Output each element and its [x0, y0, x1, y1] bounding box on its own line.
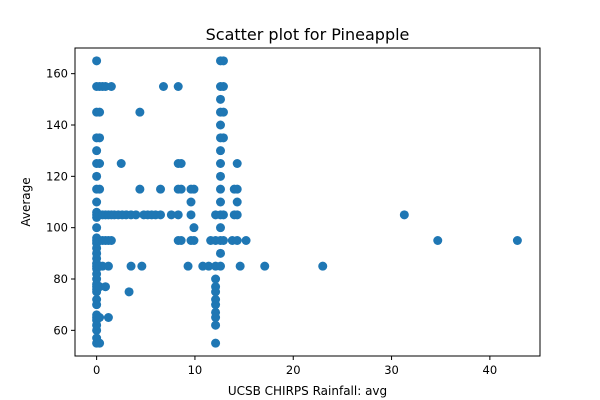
data-point: [173, 82, 183, 91]
data-point: [95, 133, 105, 143]
data-point: [92, 56, 102, 66]
data-point: [92, 295, 102, 305]
y-tick-label: 160: [46, 67, 68, 81]
data-point: [216, 146, 225, 156]
y-tick-label: 120: [46, 169, 68, 183]
data-point: [92, 223, 102, 233]
data-point: [204, 261, 214, 271]
data-point: [232, 210, 242, 220]
data-point: [189, 223, 199, 233]
data-point: [216, 171, 225, 181]
data-point: [158, 82, 168, 91]
data-point: [186, 210, 196, 220]
data-point: [176, 236, 186, 245]
data-point: [216, 159, 225, 168]
y-tick-label: 140: [46, 118, 68, 132]
data-point: [235, 261, 245, 271]
data-point: [232, 159, 242, 168]
data-point: [176, 159, 186, 168]
data-point: [137, 261, 147, 271]
y-axis: 60 80 100 120 140 160: [46, 67, 75, 337]
data-point: [216, 197, 225, 207]
data-point: [106, 236, 116, 245]
data-point: [135, 107, 145, 117]
x-tick-label: 20: [286, 363, 301, 377]
data-point: [95, 184, 105, 194]
data-point: [116, 159, 126, 168]
x-axis-label: UCSB CHIRPS Rainfall: avg: [228, 384, 387, 398]
data-point: [173, 210, 183, 220]
data-point: [218, 56, 228, 66]
data-point: [92, 146, 102, 156]
data-point: [135, 184, 145, 194]
data-point: [189, 184, 199, 194]
data-point: [92, 171, 102, 181]
data-point: [103, 313, 113, 322]
data-point: [211, 307, 221, 317]
data-point: [241, 236, 251, 245]
data-point: [183, 261, 193, 271]
data-point: [232, 236, 242, 245]
data-point: [318, 261, 328, 271]
data-point: [218, 133, 228, 143]
x-tick-label: 30: [384, 363, 399, 377]
data-point: [95, 313, 105, 322]
data-point: [95, 159, 105, 168]
data-point: [232, 197, 242, 207]
data-point: [512, 236, 522, 245]
data-point: [216, 94, 225, 104]
y-tick-label: 100: [46, 221, 68, 235]
data-point: [218, 210, 228, 220]
data-point: [232, 184, 242, 194]
data-point: [211, 282, 221, 292]
data-point: [218, 236, 228, 245]
plot-frame: [74, 47, 541, 357]
data-point: [156, 184, 166, 194]
points-layer: [92, 56, 522, 348]
data-point: [95, 338, 105, 348]
data-point: [189, 236, 199, 245]
data-point: [166, 210, 176, 220]
data-point: [211, 274, 221, 284]
data-point: [216, 261, 225, 271]
data-point: [186, 197, 196, 207]
data-point: [103, 261, 113, 271]
data-point: [106, 82, 116, 91]
data-point: [218, 107, 228, 117]
y-axis-label: Average: [19, 177, 33, 226]
x-tick-label: 10: [188, 363, 203, 377]
data-point: [216, 248, 225, 258]
data-point: [126, 261, 136, 271]
data-point: [156, 210, 166, 220]
data-point: [100, 282, 110, 292]
chart-title: Scatter plot for Pineapple: [206, 25, 410, 44]
data-point: [176, 184, 186, 194]
y-tick-label: 60: [53, 323, 68, 337]
x-axis: 0 10 20 30 40: [93, 356, 497, 377]
data-point: [211, 295, 221, 305]
data-point: [131, 210, 141, 220]
x-tick-label: 0: [93, 363, 100, 377]
data-point: [433, 236, 443, 245]
data-point: [211, 320, 221, 330]
data-point: [95, 107, 105, 117]
data-point: [216, 120, 225, 130]
data-point: [216, 223, 225, 233]
data-point: [92, 197, 102, 207]
data-point: [399, 210, 409, 220]
data-point: [216, 184, 225, 194]
data-point: [218, 82, 228, 91]
x-tick-label: 40: [483, 363, 498, 377]
data-point: [124, 287, 134, 297]
data-point: [260, 261, 270, 271]
data-point: [211, 338, 221, 348]
y-tick-label: 80: [53, 272, 68, 286]
